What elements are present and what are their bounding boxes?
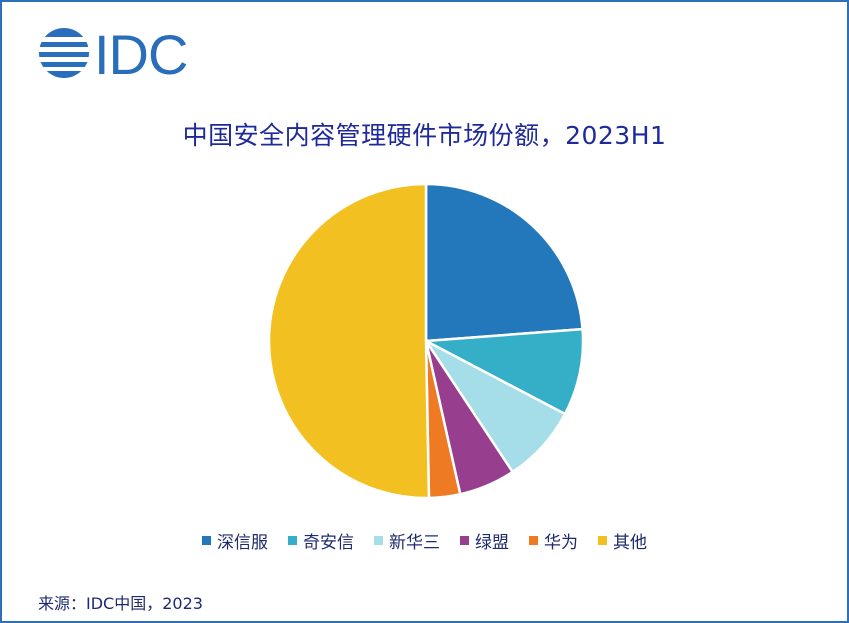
- legend-swatch: [598, 536, 607, 545]
- legend-label: 奇安信: [303, 533, 354, 553]
- legend-swatch: [529, 536, 538, 545]
- legend-item: 深信服: [202, 528, 268, 553]
- legend-label: 新华三: [389, 533, 440, 553]
- legend-swatch: [460, 536, 469, 545]
- legend-item: 奇安信: [288, 528, 354, 553]
- source-note: 来源：IDC中国，2023: [38, 594, 203, 613]
- legend-label: 其他: [613, 533, 647, 553]
- legend-item: 新华三: [374, 528, 440, 553]
- legend-item: 绿盟: [460, 528, 509, 553]
- legend-label: 华为: [544, 533, 578, 553]
- logo-text: IDC: [94, 24, 187, 82]
- legend-label: 深信服: [217, 533, 268, 553]
- globe-icon: [38, 28, 90, 78]
- chart-title: 中国安全内容管理硬件市场份额，2023H1: [182, 121, 667, 150]
- pie-slice-1: [424, 182, 584, 343]
- pie-slice-6: [267, 182, 431, 500]
- legend-label: 绿盟: [475, 533, 509, 553]
- idc-logo: IDC: [38, 24, 188, 82]
- legend: 深信服 奇安信 新华三 绿盟 华为 其他: [0, 528, 849, 553]
- legend-item: 其他: [598, 528, 647, 553]
- legend-item: 华为: [529, 528, 578, 553]
- legend-swatch: [374, 536, 383, 545]
- pie-slice-2: [424, 327, 585, 416]
- legend-swatch: [202, 536, 211, 545]
- pie-chart: [267, 182, 585, 500]
- legend-swatch: [288, 536, 297, 545]
